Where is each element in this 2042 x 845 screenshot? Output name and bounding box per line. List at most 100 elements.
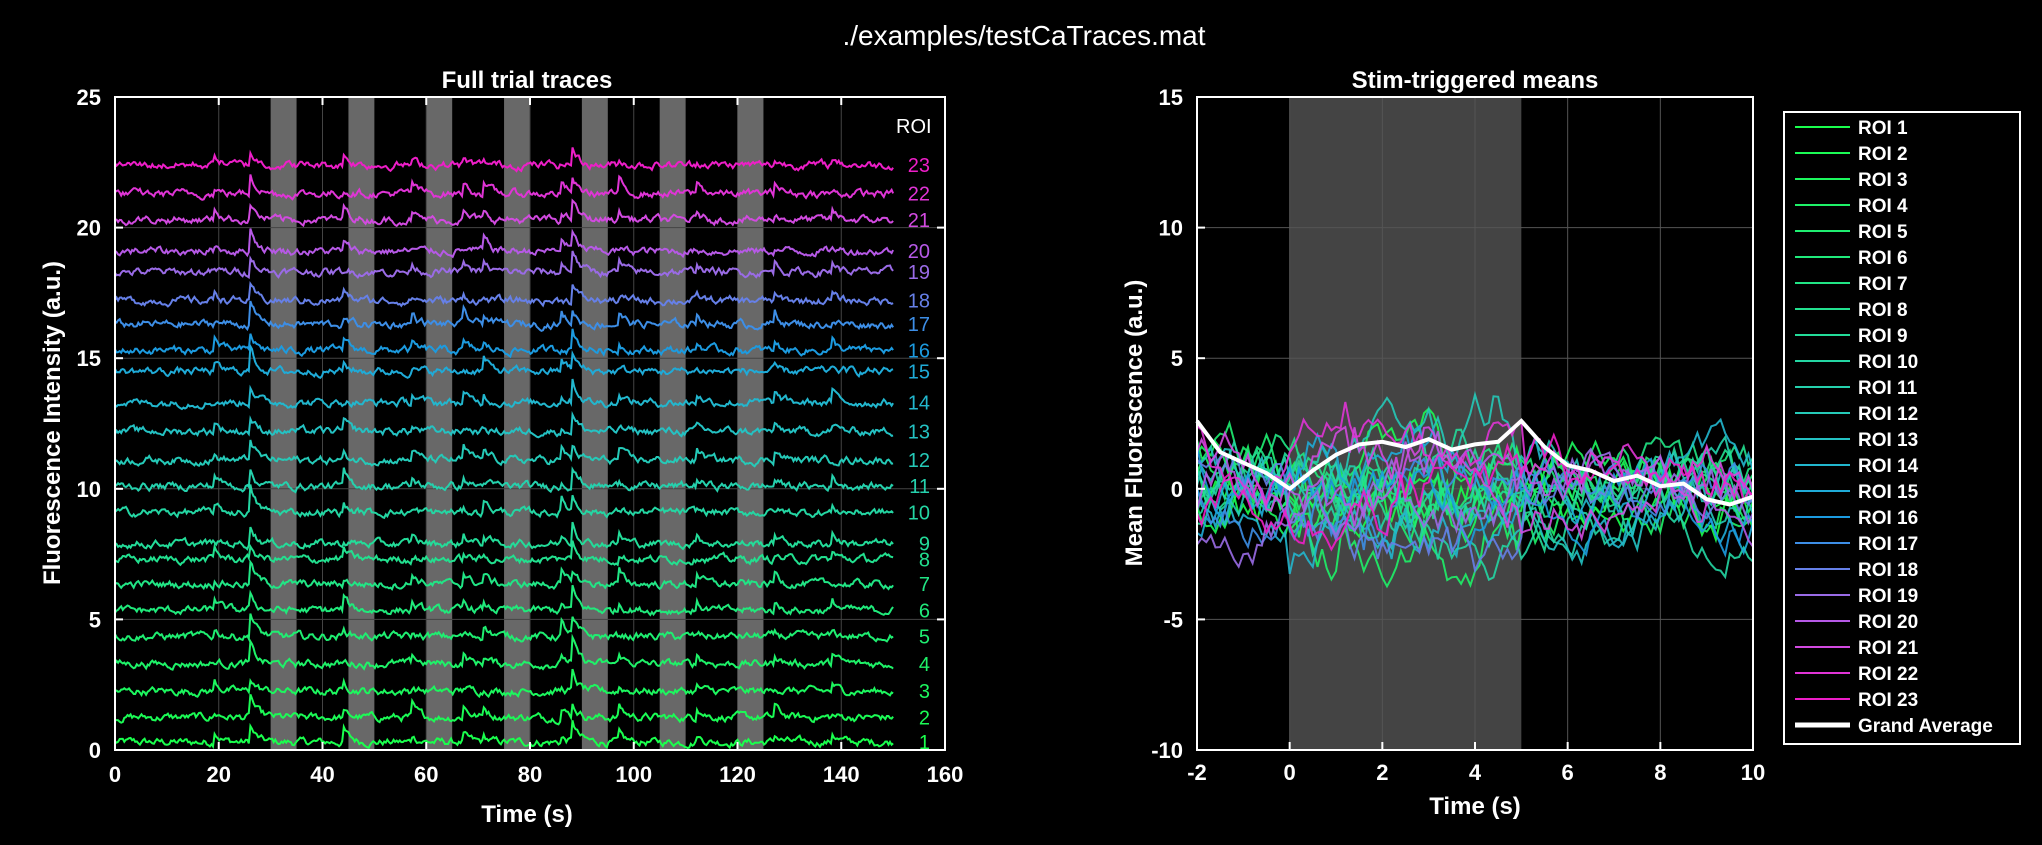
right-traces [1196, 390, 1754, 589]
roi-label-2: 2 [919, 707, 930, 729]
trace-roi-9 [114, 521, 894, 551]
left-chart-title: Full trial traces [442, 67, 613, 94]
legend-label: ROI 12 [1858, 404, 1918, 425]
roi-label-23: 23 [908, 155, 930, 177]
legend-label: ROI 9 [1858, 326, 1908, 347]
right-x-tick-label: 0 [1284, 760, 1296, 785]
legend-item: ROI 12 [1795, 404, 1918, 425]
roi-label-20: 20 [908, 241, 930, 263]
left-x-axis-label: Time (s) [481, 801, 573, 828]
legend-label: ROI 18 [1858, 560, 1918, 581]
trace-roi-4 [114, 633, 894, 671]
mean-trace-roi-17 [1196, 455, 1754, 551]
legend-label: ROI 11 [1858, 378, 1918, 399]
trace-roi-15 [114, 342, 894, 379]
trace-roi-17 [114, 300, 894, 333]
legend-label: ROI 2 [1858, 144, 1908, 165]
left-x-tick-label: 20 [207, 762, 231, 787]
trace-roi-7 [114, 559, 894, 592]
legend-label: ROI 15 [1858, 482, 1919, 503]
legend-label: ROI 14 [1858, 456, 1919, 477]
legend-item: ROI 8 [1795, 300, 1908, 321]
legend-box [1783, 111, 2021, 745]
legend-item: ROI 21 [1795, 638, 1919, 659]
right-y-axis-label: Mean Fluorescence (a.u.) [1121, 280, 1148, 567]
right-x-tick-label: 8 [1654, 760, 1666, 785]
legend-item: ROI 23 [1795, 690, 1918, 711]
left-traces [114, 147, 895, 750]
right-chart-title: Stim-triggered means [1352, 67, 1599, 94]
left-y-tick-label: 10 [77, 477, 101, 502]
legend-label: ROI 21 [1858, 638, 1919, 659]
roi-label-15: 15 [908, 361, 930, 383]
left-y-tick-label: 0 [89, 738, 101, 763]
stim-window-2 [348, 97, 375, 750]
stim-window-4 [504, 97, 530, 750]
legend-item: ROI 14 [1795, 456, 1919, 477]
legend-label: ROI 6 [1858, 248, 1908, 269]
roi-label-18: 18 [908, 291, 930, 313]
legend-item: ROI 1 [1795, 118, 1908, 139]
roi-label-12: 12 [908, 450, 930, 472]
trace-roi-19 [114, 250, 894, 280]
figure-title: ./examples/testCaTraces.mat [842, 20, 1205, 51]
legend-label: ROI 3 [1858, 170, 1908, 191]
right-axes: -2 0 2 4 6 8 10 -10 -5 0 5 10 15 Stim-triggered mean… [1121, 67, 1765, 820]
right-y-tick-label: 10 [1159, 216, 1183, 241]
legend-label: ROI 16 [1858, 508, 1918, 529]
left-x-tick-label: 140 [823, 762, 860, 787]
trace-roi-1 [114, 720, 894, 750]
roi-label-4: 4 [919, 654, 930, 676]
right-ticks: -2 0 2 4 6 8 10 -10 -5 0 5 10 15 [1151, 85, 1765, 785]
grand-average-trace [1195, 418, 1754, 507]
left-y-axis-label: Fluorescence Intensity (a.u.) [39, 261, 66, 585]
roi-label-6: 6 [919, 600, 930, 622]
roi-label-8: 8 [919, 549, 930, 571]
roi-label-5: 5 [919, 626, 930, 648]
roi-label-21: 21 [908, 210, 930, 232]
legend-label: ROI 23 [1858, 690, 1918, 711]
legend-item: ROI 16 [1795, 508, 1918, 529]
right-x-tick-label: 2 [1376, 760, 1388, 785]
roi-label-11: 11 [909, 476, 930, 498]
right-y-tick-label: -10 [1151, 738, 1183, 763]
trace-roi-12 [114, 439, 894, 468]
stim-window-3 [426, 97, 453, 750]
right-x-tick-label: -2 [1187, 760, 1207, 785]
roi-label-13: 13 [908, 421, 930, 443]
legend-item: ROI 7 [1795, 274, 1908, 295]
legend-item: ROI 4 [1795, 196, 1908, 217]
roi-label-10: 10 [908, 502, 930, 524]
right-y-tick-label: -5 [1163, 607, 1183, 632]
stim-window-6 [659, 97, 686, 750]
right-x-axis-label: Time (s) [1429, 793, 1521, 820]
legend-item: ROI 20 [1795, 612, 1918, 633]
trace-roi-23 [114, 147, 894, 173]
legend-item: ROI 6 [1795, 248, 1908, 269]
roi-label-7: 7 [919, 574, 930, 596]
legend-item: ROI 11 [1795, 378, 1918, 399]
left-y-tick-label: 5 [89, 607, 101, 632]
legend-label: ROI 4 [1858, 196, 1908, 217]
roi-label-17: 17 [908, 314, 930, 336]
roi-label-3: 3 [919, 681, 930, 703]
left-x-tick-label: 0 [109, 762, 121, 787]
legend-label: ROI 22 [1858, 664, 1918, 685]
mean-trace-roi-15 [1196, 424, 1754, 556]
legend-item: ROI 9 [1795, 326, 1908, 347]
trace-roi-13 [114, 410, 894, 439]
right-y-tick-label: 0 [1171, 477, 1183, 502]
legend-item: ROI 15 [1795, 482, 1919, 503]
left-x-tick-label: 120 [719, 762, 756, 787]
grand-average-line [1195, 418, 1754, 507]
legend-item: ROI 10 [1795, 352, 1918, 373]
legend-item: ROI 19 [1795, 586, 1918, 607]
trace-roi-6 [114, 584, 894, 617]
legend-label: ROI 20 [1858, 612, 1918, 633]
left-y-tick-label: 25 [77, 85, 101, 110]
trace-roi-20 [114, 228, 894, 259]
trace-roi-2 [115, 694, 894, 726]
